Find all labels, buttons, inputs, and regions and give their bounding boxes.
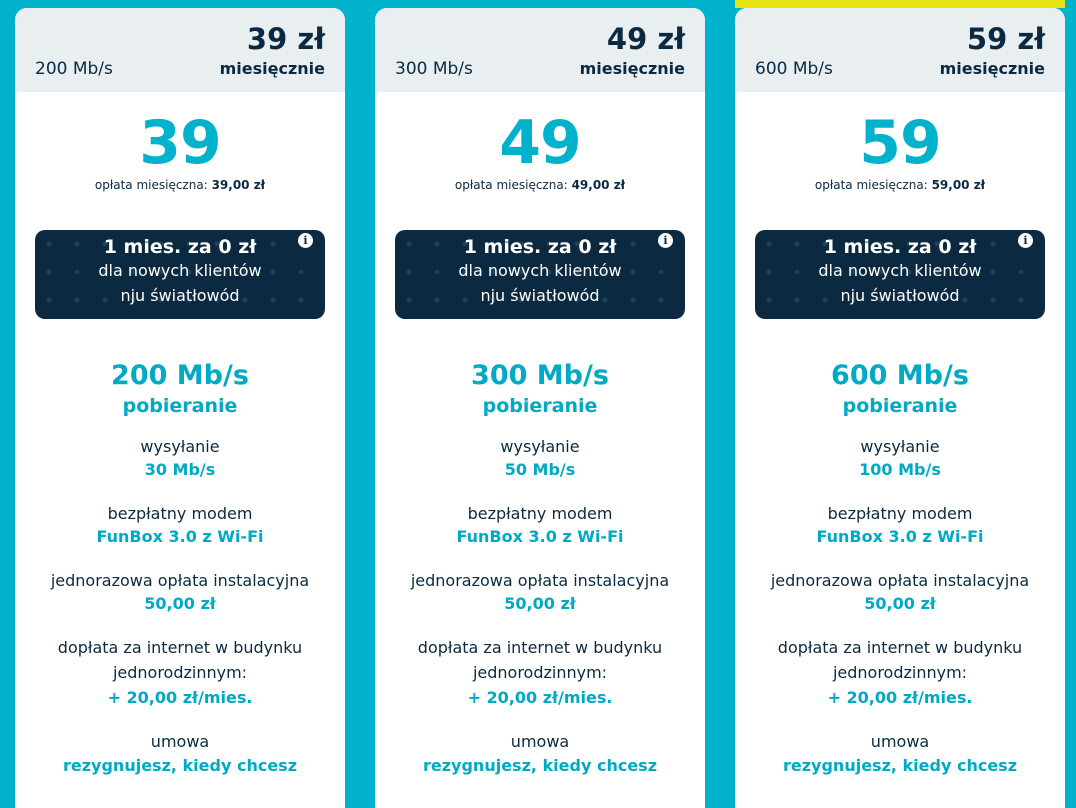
install-label: jednorazowa opłata instalacyjna — [50, 571, 310, 590]
big-price: 39 — [139, 108, 222, 178]
info-icon[interactable]: i — [658, 233, 673, 248]
install-label: jednorazowa opłata instalacyjna — [410, 571, 670, 590]
download-label: pobieranie — [482, 395, 598, 417]
upload-label: wysyłanie — [500, 437, 580, 456]
promo-title: 1 mies. za 0 zł — [103, 236, 257, 258]
contract-label: umowa — [510, 732, 570, 751]
info-icon[interactable]: i — [1018, 233, 1033, 248]
big-price: 49 — [499, 108, 582, 178]
monthly-fee-label: opłata miesięczna: — [814, 178, 928, 192]
download-label: pobieranie — [842, 395, 958, 417]
upload-value: 100 Mb/s — [859, 460, 941, 479]
plan-card[interactable]: 300 Mb/s 49 zł miesięcznie 49 opłata mie… — [375, 8, 705, 808]
install-label: jednorazowa opłata instalacyjna — [770, 571, 1030, 590]
install-value: 50,00 zł — [864, 594, 936, 613]
contract-label: umowa — [150, 732, 210, 751]
header-speed: 200 Mb/s — [35, 59, 113, 79]
promo-text: dla nowych klientów nju światłowód — [818, 261, 982, 305]
monthly-fee-label: opłata miesięczna: — [454, 178, 568, 192]
plan-header: 600 Mb/s 59 zł miesięcznie — [735, 8, 1065, 92]
upload-value: 50 Mb/s — [504, 460, 576, 479]
monthly-fee: opłata miesięczna: 49,00 zł — [375, 178, 705, 192]
modem-label: bezpłatny modem — [827, 504, 973, 523]
surcharge-label: dopłata za internet w budynku jednorodzi… — [777, 638, 1023, 682]
monthly-fee-value: 59,00 zł — [931, 178, 986, 192]
download-speed: 200 Mb/s — [111, 360, 249, 391]
promo-banner: i 1 mies. za 0 zł dla nowych klientów nj… — [395, 230, 685, 319]
header-speed: 600 Mb/s — [755, 59, 833, 79]
header-price: 59 zł — [966, 22, 1045, 56]
promo-text: dla nowych klientów nju światłowód — [458, 261, 622, 305]
monthly-fee-label: opłata miesięczna: — [94, 178, 208, 192]
header-price: 49 zł — [606, 22, 685, 56]
header-period: miesięcznie — [219, 59, 325, 78]
plan-header: 300 Mb/s 49 zł miesięcznie — [375, 8, 705, 92]
modem-value: FunBox 3.0 z Wi-Fi — [456, 527, 624, 546]
upload-value: 30 Mb/s — [144, 460, 216, 479]
info-icon[interactable]: i — [298, 233, 313, 248]
modem-value: FunBox 3.0 z Wi-Fi — [816, 527, 984, 546]
plan-card[interactable]: 200 Mb/s 39 zł miesięcznie 39 opłata mie… — [15, 8, 345, 808]
contract-label: umowa — [870, 732, 930, 751]
download-speed: 600 Mb/s — [831, 360, 969, 391]
monthly-fee: opłata miesięczna: 39,00 zł — [15, 178, 345, 192]
install-value: 50,00 zł — [144, 594, 216, 613]
modem-value: FunBox 3.0 z Wi-Fi — [96, 527, 264, 546]
surcharge-value: + 20,00 zł/mies. — [467, 688, 613, 707]
download-speed: 300 Mb/s — [471, 360, 609, 391]
monthly-fee-value: 49,00 zł — [571, 178, 626, 192]
promo-title: 1 mies. za 0 zł — [823, 236, 977, 258]
promo-banner: i 1 mies. za 0 zł dla nowych klientów nj… — [755, 230, 1045, 319]
promo-title: 1 mies. za 0 zł — [463, 236, 617, 258]
surcharge-label: dopłata za internet w budynku jednorodzi… — [417, 638, 663, 682]
download-label: pobieranie — [122, 395, 238, 417]
contract-value: rezygnujesz, kiedy chcesz — [782, 756, 1017, 775]
surcharge-value: + 20,00 zł/mies. — [827, 688, 973, 707]
monthly-fee: opłata miesięczna: 59,00 zł — [735, 178, 1065, 192]
contract-value: rezygnujesz, kiedy chcesz — [62, 756, 297, 775]
header-price: 39 zł — [246, 22, 325, 56]
promo-text: dla nowych klientów nju światłowód — [98, 261, 262, 305]
surcharge-value: + 20,00 zł/mies. — [107, 688, 253, 707]
header-period: miesięcznie — [579, 59, 685, 78]
highlight-band — [735, 0, 1065, 8]
contract-value: rezygnujesz, kiedy chcesz — [422, 756, 657, 775]
install-value: 50,00 zł — [504, 594, 576, 613]
header-period: miesięcznie — [939, 59, 1045, 78]
monthly-fee-value: 39,00 zł — [211, 178, 266, 192]
modem-label: bezpłatny modem — [467, 504, 613, 523]
plan-header: 200 Mb/s 39 zł miesięcznie — [15, 8, 345, 92]
promo-banner: i 1 mies. za 0 zł dla nowych klientów nj… — [35, 230, 325, 319]
upload-label: wysyłanie — [140, 437, 220, 456]
upload-label: wysyłanie — [860, 437, 940, 456]
plan-card[interactable]: 600 Mb/s 59 zł miesięcznie 59 opłata mie… — [735, 8, 1065, 808]
header-speed: 300 Mb/s — [395, 59, 473, 79]
surcharge-label: dopłata za internet w budynku jednorodzi… — [57, 638, 303, 682]
modem-label: bezpłatny modem — [107, 504, 253, 523]
big-price: 59 — [859, 108, 942, 178]
